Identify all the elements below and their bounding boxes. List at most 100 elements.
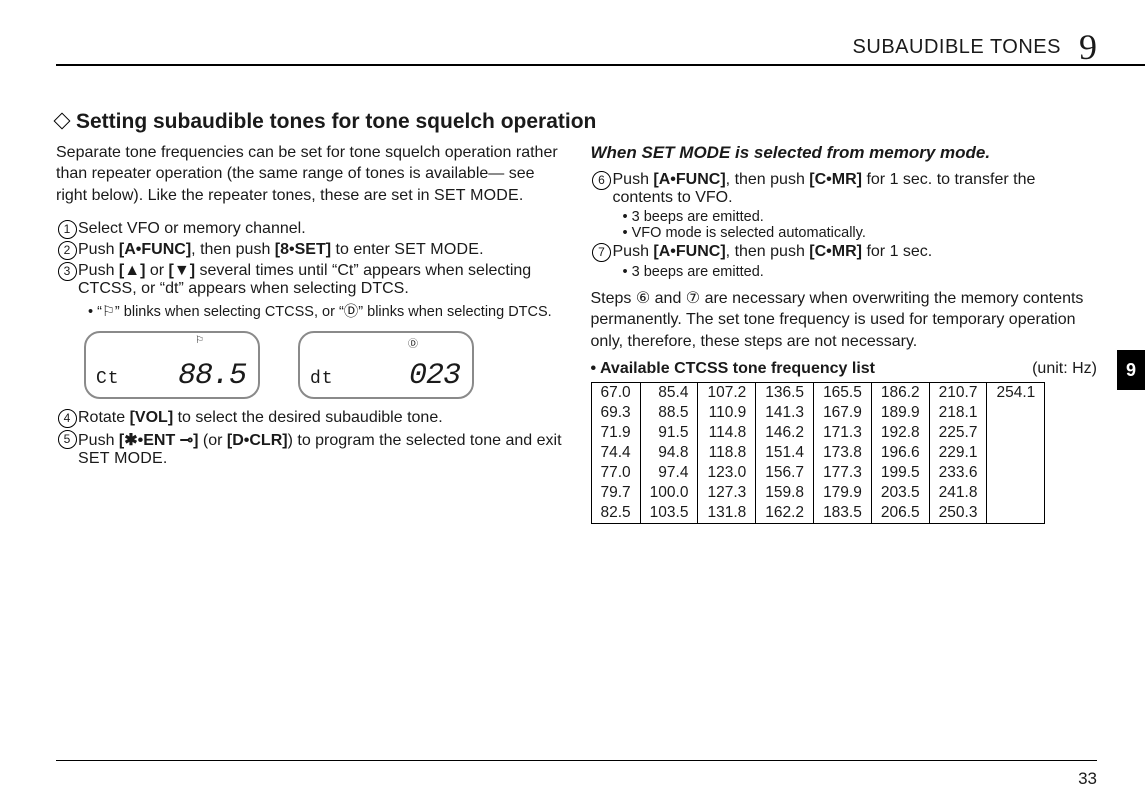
step-4: 4 Rotate [VOL] to select the desired sub… [56, 409, 563, 428]
table-cell: 91.5 [640, 423, 698, 443]
step-5-num: 5 [56, 430, 78, 468]
table-cell: 165.5 [814, 383, 872, 404]
table-cell: 127.3 [698, 483, 756, 503]
table-row: 71.991.5114.8146.2171.3192.8225.7 [591, 423, 1045, 443]
table-cell: 110.9 [698, 403, 756, 423]
table-cell: 97.4 [640, 463, 698, 483]
table-row: 82.5103.5131.8162.2183.5206.5250.3 [591, 503, 1045, 524]
side-tab: 9 [1117, 350, 1145, 390]
table-cell: 250.3 [929, 503, 987, 524]
table-title: • Available CTCSS tone frequency list [591, 360, 875, 378]
table-cell: 229.1 [929, 443, 987, 463]
table-cell: 107.2 [698, 383, 756, 404]
table-title-row: • Available CTCSS tone frequency list (u… [591, 360, 1098, 378]
intro-paragraph: Separate tone frequencies can be set for… [56, 142, 563, 206]
table-cell: 199.5 [871, 463, 929, 483]
table-unit: (unit: Hz) [1032, 360, 1097, 378]
table-cell: 100.0 [640, 483, 698, 503]
step-7-sub: • 3 beeps are emitted. [613, 264, 1098, 280]
section-title-text: Setting subaudible tones for tone squelc… [76, 110, 596, 133]
step-5: 5 Push [✱•ENT ⊸] (or [D•CLR]) to program… [56, 430, 563, 468]
step-6: 6 Push [A•FUNC], then push [C•MR] for 1 … [591, 171, 1098, 207]
table-cell: 156.7 [756, 463, 814, 483]
table-cell: 179.9 [814, 483, 872, 503]
header-chapter: 9 [1079, 29, 1097, 65]
left-column: Separate tone frequencies can be set for… [56, 142, 563, 524]
step-3-sub-text: • “⚐” blinks when selecting CTCSS, or “Ⓓ… [88, 300, 563, 321]
step-4-num: 4 [56, 409, 78, 428]
lcd-dtcs-tag: Ⓓ [408, 335, 418, 350]
table-cell: 79.7 [591, 483, 640, 503]
table-row: 67.085.4107.2136.5165.5186.2210.7254.1 [591, 383, 1045, 404]
table-cell: 225.7 [929, 423, 987, 443]
step-7-num: 7 [591, 243, 613, 262]
table-row: 77.097.4123.0156.7177.3199.5233.6 [591, 463, 1045, 483]
step-1-num: 1 [56, 220, 78, 239]
step-6-sub2: • VFO mode is selected automatically. [613, 225, 1098, 241]
table-cell: 114.8 [698, 423, 756, 443]
table-cell: 196.6 [871, 443, 929, 463]
step-6-body: Push [A•FUNC], then push [C•MR] for 1 se… [613, 171, 1098, 207]
footer-rule [56, 760, 1097, 761]
table-cell: 131.8 [698, 503, 756, 524]
table-cell: 74.4 [591, 443, 640, 463]
table-cell: 210.7 [929, 383, 987, 404]
table-cell: 167.9 [814, 403, 872, 423]
right-note: Steps ⑥ and ⑦ are necessary when overwri… [591, 288, 1098, 352]
table-cell: 85.4 [640, 383, 698, 404]
right-heading: When SET MODE is selected from memory mo… [591, 142, 1098, 165]
table-cell: 177.3 [814, 463, 872, 483]
step-2-body: Push [A•FUNC], then push [8•SET] to ente… [78, 241, 563, 260]
table-cell [987, 443, 1045, 463]
step-7: 7 Push [A•FUNC], then push [C•MR] for 1 … [591, 243, 1098, 262]
table-cell: 103.5 [640, 503, 698, 524]
table-cell: 186.2 [871, 383, 929, 404]
lcd-ctcss-mode: Ct [96, 369, 120, 389]
table-cell: 254.1 [987, 383, 1045, 404]
lcd-dtcs-mode: dt [310, 369, 334, 389]
table-cell: 171.3 [814, 423, 872, 443]
table-row: 69.388.5110.9141.3167.9189.9218.1 [591, 403, 1045, 423]
right-column: When SET MODE is selected from memory mo… [591, 142, 1098, 524]
table-cell: 94.8 [640, 443, 698, 463]
lcd-row: ⚐ Ct 88.5 Ⓓ dt 023 [84, 331, 563, 399]
table-cell: 189.9 [871, 403, 929, 423]
table-cell [987, 483, 1045, 503]
table-cell: 162.2 [756, 503, 814, 524]
columns: Separate tone frequencies can be set for… [56, 142, 1097, 524]
table-cell: 183.5 [814, 503, 872, 524]
table-cell: 233.6 [929, 463, 987, 483]
table-cell: 141.3 [756, 403, 814, 423]
step-2-num: 2 [56, 241, 78, 260]
table-cell: 241.8 [929, 483, 987, 503]
table-row: 79.7100.0127.3159.8179.9203.5241.8 [591, 483, 1045, 503]
table-cell: 206.5 [871, 503, 929, 524]
lcd-ctcss-value: 88.5 [178, 359, 246, 393]
lcd-ctcss: ⚐ Ct 88.5 [84, 331, 260, 399]
page-number: 33 [1078, 769, 1097, 789]
lcd-dtcs-value: 023 [409, 359, 460, 393]
table-cell: 159.8 [756, 483, 814, 503]
table-cell: 118.8 [698, 443, 756, 463]
table-cell: 192.8 [871, 423, 929, 443]
table-cell: 88.5 [640, 403, 698, 423]
ctcss-table: 67.085.4107.2136.5165.5186.2210.7254.169… [591, 382, 1046, 524]
lcd-ctcss-tag: ⚐ [195, 335, 204, 346]
step-6-num: 6 [591, 171, 613, 207]
step-5-body: Push [✱•ENT ⊸] (or [D•CLR]) to program t… [78, 430, 563, 468]
page-header: SUBAUDIBLE TONES 9 [56, 28, 1097, 66]
table-cell: 136.5 [756, 383, 814, 404]
table-cell [987, 503, 1045, 524]
header-section: SUBAUDIBLE TONES [853, 36, 1061, 59]
step-3-num: 3 [56, 262, 78, 298]
section: Setting subaudible tones for tone squelc… [56, 110, 1097, 134]
step-7-body: Push [A•FUNC], then push [C•MR] for 1 se… [613, 243, 1098, 262]
table-cell: 82.5 [591, 503, 640, 524]
table-cell: 67.0 [591, 383, 640, 404]
table-cell: 146.2 [756, 423, 814, 443]
step-1: 1 Select VFO or memory channel. [56, 220, 563, 239]
step-2: 2 Push [A•FUNC], then push [8•SET] to en… [56, 241, 563, 260]
intro-setmode: SET MODE. [434, 187, 524, 204]
table-cell: 123.0 [698, 463, 756, 483]
page: SUBAUDIBLE TONES 9 Setting subaudible to… [0, 0, 1145, 803]
